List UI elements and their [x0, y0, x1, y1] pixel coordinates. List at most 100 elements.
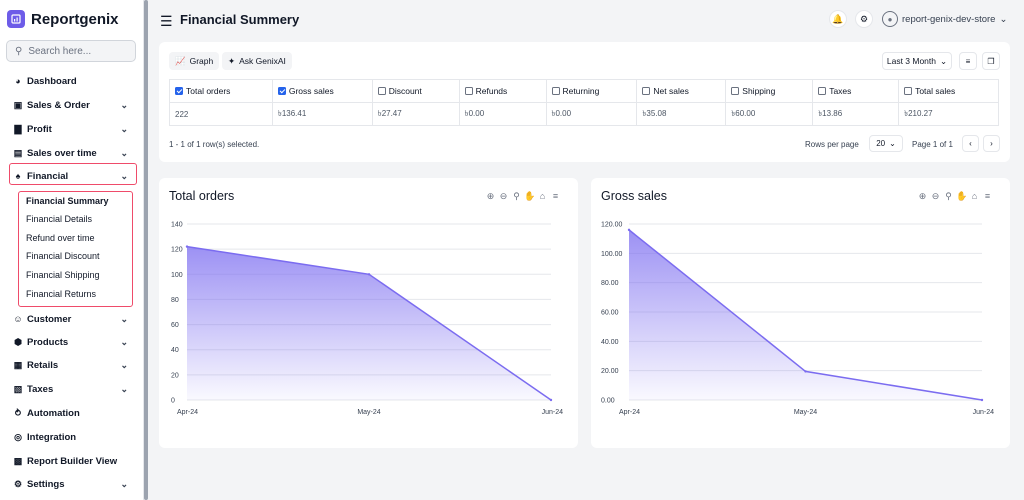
graph-button[interactable]: 📈 Graph — [169, 52, 220, 70]
home-icon[interactable]: ⌂ — [971, 191, 978, 201]
column-header-discount[interactable]: Discount — [371, 79, 460, 103]
sidebar-item-label: Retails — [27, 359, 59, 371]
submenu-item-financial-returns[interactable]: Financial Returns — [26, 289, 97, 299]
sidebar-item-taxes[interactable]: ▧ Taxes ⌄ — [12, 381, 130, 397]
gross-sales-chart-card: Gross sales ⊕ ⊖ ⚲ ✋ ⌂ ≡ 0.00 20.00 40.00 60… — [591, 178, 1010, 448]
store-icon: ▦ — [13, 359, 23, 370]
sidebar-item-retails[interactable]: ▦ Retails ⌄ — [12, 357, 130, 373]
chevron-down-icon: ⌄ — [120, 383, 128, 394]
sidebar-item-customer[interactable]: ☺ Customer ⌄ — [12, 311, 130, 327]
data-point[interactable] — [549, 398, 553, 402]
table-row[interactable]: 222 ৳136.41 ৳27.47 ৳0.00 ৳0.00 ৳35.08 ৳60.00 ৳1… — [169, 102, 999, 126]
calendar-icon: ▤ — [13, 147, 23, 158]
page-title: Financial Summery — [180, 12, 300, 27]
column-checkbox[interactable] — [731, 87, 740, 95]
x-tick-label: May-24 — [357, 409, 380, 416]
submenu-item-financial-details[interactable]: Financial Details — [26, 214, 93, 224]
percent-icon: ▧ — [13, 383, 23, 394]
sidebar-item-products[interactable]: ⬢ Products ⌄ — [12, 334, 130, 350]
next-page-button[interactable]: › — [983, 135, 1000, 152]
gear-icon: ⚙ — [13, 478, 23, 489]
column-checkbox[interactable] — [642, 87, 651, 95]
sidebar-item-settings[interactable]: ⚙ Settings ⌄ — [12, 476, 130, 492]
column-header-net-sales[interactable]: Net sales — [636, 79, 727, 103]
menu-icon[interactable]: ≡ — [552, 191, 559, 201]
submenu-item-financial-discount[interactable]: Financial Discount — [26, 251, 100, 261]
data-point[interactable] — [367, 273, 371, 276]
column-header-shipping[interactable]: Shipping — [725, 79, 814, 103]
column-checkbox[interactable] — [175, 87, 183, 95]
column-header-taxes[interactable]: Taxes — [812, 79, 900, 103]
sidebar-item-integration[interactable]: ◎ Integration — [12, 429, 130, 445]
column-checkbox[interactable] — [551, 87, 560, 95]
y-tick-label: 40.00 — [601, 339, 619, 346]
grid-icon: ▩ — [13, 455, 23, 466]
total-orders-chart: 0 20 40 60 80 100 120 140 Apr-24 May-24 Jun-24 — [171, 222, 563, 417]
column-checkbox[interactable] — [277, 87, 286, 95]
magnifier-icon[interactable]: ⚲ — [513, 191, 520, 201]
sidebar-item-dashboard[interactable]: ◕ Dashboard — [12, 73, 130, 89]
column-label: Discount — [388, 86, 422, 96]
page-indicator: Page 1 of 1 — [912, 140, 953, 149]
sidebar-item-report-builder-view[interactable]: ▩ Report Builder View — [12, 453, 130, 469]
submenu-item-refund-over-time[interactable]: Refund over time — [26, 233, 95, 243]
sidebar-item-label: Taxes — [27, 383, 54, 395]
submenu-item-financial-summary[interactable]: Financial Summary — [26, 196, 109, 206]
magnifier-icon[interactable]: ⚲ — [945, 191, 952, 201]
notification-bell-icon[interactable]: 🔔 — [829, 10, 847, 28]
y-tick-label: 100.00 — [601, 251, 623, 258]
sidebar-item-label: Integration — [27, 431, 77, 443]
zoom-in-icon[interactable]: ⊕ — [918, 191, 927, 201]
column-header-gross-sales[interactable]: Gross sales — [271, 79, 373, 103]
search-input[interactable]: ⚲ Search here... — [6, 40, 136, 62]
column-header-total-sales[interactable]: Total sales — [898, 79, 999, 103]
home-icon[interactable]: ⌂ — [539, 191, 546, 201]
sidebar-item-profit[interactable]: ▇ Profit ⌄ — [12, 121, 130, 137]
menu-icon[interactable]: ≡ — [984, 191, 991, 201]
column-label: Gross sales — [288, 86, 334, 96]
sidebar-item-sales-over-time[interactable]: ▤ Sales over time ⌄ — [12, 145, 130, 161]
x-tick-label: May-24 — [794, 409, 817, 416]
sidebar-item-label: Sales over time — [27, 147, 97, 159]
copy-icon[interactable]: ❐ — [982, 52, 1000, 70]
y-tick-label: 120 — [171, 247, 183, 254]
zoom-out-icon[interactable]: ⊖ — [931, 191, 940, 201]
menu-icon[interactable]: ☰ — [160, 13, 173, 29]
data-point[interactable] — [627, 228, 631, 232]
data-point[interactable] — [980, 398, 984, 402]
store-selector[interactable]: ● report-genix-dev-store ⌄ — [882, 11, 1007, 27]
column-checkbox[interactable] — [818, 87, 827, 95]
pan-hand-icon[interactable]: ✋ — [524, 191, 536, 201]
column-checkbox[interactable] — [377, 87, 386, 95]
gear-icon[interactable]: ⚙ — [855, 10, 873, 28]
sidebar-scrollbar[interactable] — [144, 0, 148, 500]
selection-status: 1 - 1 of 1 row(s) selected. — [169, 140, 260, 149]
data-point[interactable] — [804, 370, 807, 373]
filter-icon[interactable]: ≡ — [959, 52, 977, 70]
column-checkbox[interactable] — [464, 87, 473, 95]
chevron-left-icon: ‹ — [969, 139, 972, 148]
y-tick-label: 140 — [171, 222, 183, 229]
rows-per-page-select[interactable]: 20 ⌄ — [869, 135, 903, 152]
app-logo[interactable]: Reportgenix — [7, 10, 119, 28]
y-tick-label: 80 — [171, 297, 179, 304]
column-checkbox[interactable] — [904, 87, 913, 95]
zoom-in-icon[interactable]: ⊕ — [486, 191, 495, 201]
table-cell: ৳0.00 — [458, 102, 547, 126]
date-range-select[interactable]: Last 3 Month ⌄ — [882, 52, 952, 70]
column-header-returning[interactable]: Returning — [545, 79, 638, 103]
prev-page-button[interactable]: ‹ — [962, 135, 979, 152]
submenu-item-financial-shipping[interactable]: Financial Shipping — [26, 270, 100, 280]
chevron-down-icon: ⌄ — [120, 313, 128, 324]
sidebar-item-automation[interactable]: ⥁ Automation — [12, 405, 130, 421]
data-point[interactable] — [185, 245, 189, 248]
pan-hand-icon[interactable]: ✋ — [956, 191, 968, 201]
sidebar-item-sales-order[interactable]: ▣ Sales & Order ⌄ — [12, 97, 130, 113]
ask-genixai-button[interactable]: ✦ Ask GenixAI — [222, 52, 292, 70]
sidebar-item-financial[interactable]: ♠ Financial ⌄ — [12, 168, 130, 184]
zoom-out-icon[interactable]: ⊖ — [499, 191, 508, 201]
column-label: Returning — [562, 86, 600, 96]
column-label: Total orders — [186, 86, 231, 96]
column-header-total-orders[interactable]: Total orders — [169, 79, 273, 103]
column-header-refunds[interactable]: Refunds — [458, 79, 547, 103]
